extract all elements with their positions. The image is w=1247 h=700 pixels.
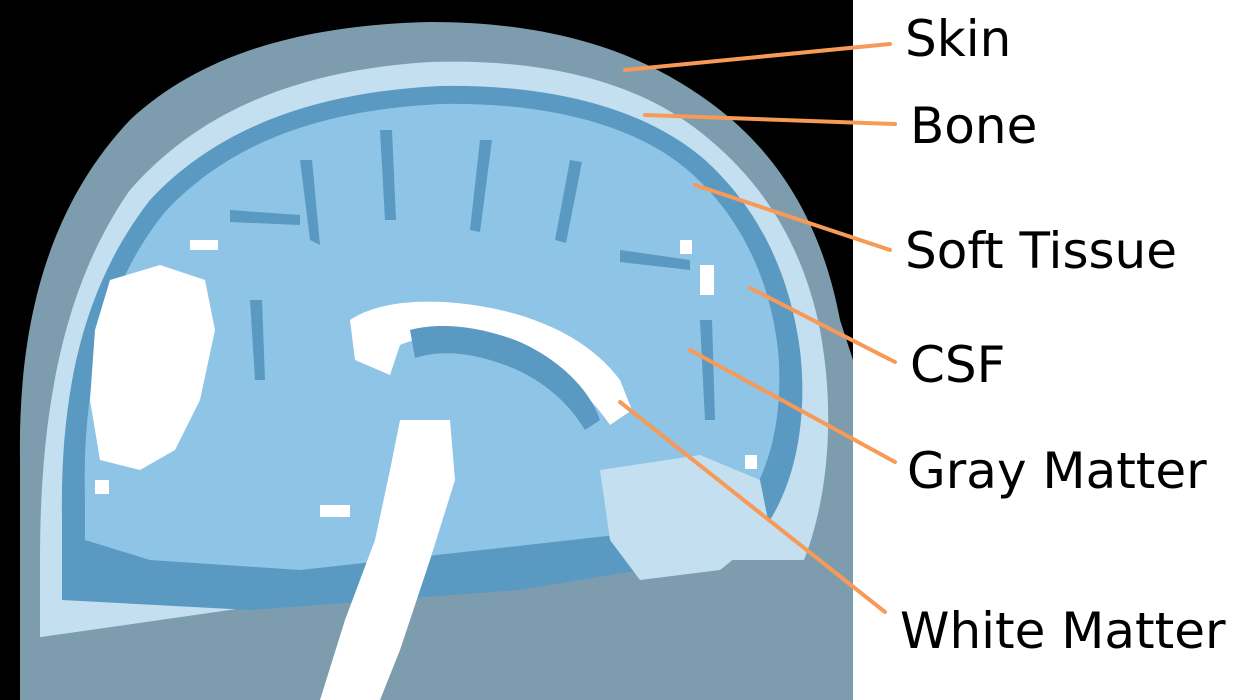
sulcus-4 xyxy=(555,160,582,243)
tissue-labels: Skin Bone Soft Tissue CSF Gray Matter Wh… xyxy=(900,10,1226,660)
sulcus-3 xyxy=(470,140,492,232)
temporal-speck-1 xyxy=(320,505,350,517)
sulcus-8 xyxy=(700,320,715,420)
frontal-speck-2 xyxy=(95,480,109,494)
bone-leader-line xyxy=(643,113,897,126)
skin-leader-line xyxy=(623,42,892,72)
occipital-speck-1 xyxy=(700,265,714,295)
brainstem-white-matter xyxy=(320,420,455,700)
occipital-speck-2 xyxy=(680,240,692,254)
sulcus-6 xyxy=(620,250,690,270)
white-matter-leader-line xyxy=(618,400,887,614)
sulcus-5 xyxy=(230,210,300,225)
label-white-matter: White Matter xyxy=(900,602,1226,660)
frontal-white-matter xyxy=(90,265,215,470)
label-gray-matter: Gray Matter xyxy=(907,442,1207,500)
sulcus-2 xyxy=(380,130,396,220)
sulcus-7 xyxy=(250,300,265,380)
parietal-speck-1 xyxy=(745,455,757,469)
ventricle xyxy=(410,326,600,430)
label-soft-tissue: Soft Tissue xyxy=(905,222,1177,280)
leader-lines xyxy=(618,42,897,614)
gray-matter-leader-line xyxy=(688,348,897,464)
csf-leader-line xyxy=(748,286,897,364)
label-csf: CSF xyxy=(910,336,1005,394)
soft-tissue-region xyxy=(20,560,853,700)
label-bone: Bone xyxy=(910,97,1037,155)
frontal-speck-1 xyxy=(190,240,218,250)
soft-tissue-leader-line xyxy=(693,183,892,252)
label-skin: Skin xyxy=(905,10,1011,68)
sulcus-1 xyxy=(300,160,320,245)
mri-sagittal-image xyxy=(0,0,854,700)
